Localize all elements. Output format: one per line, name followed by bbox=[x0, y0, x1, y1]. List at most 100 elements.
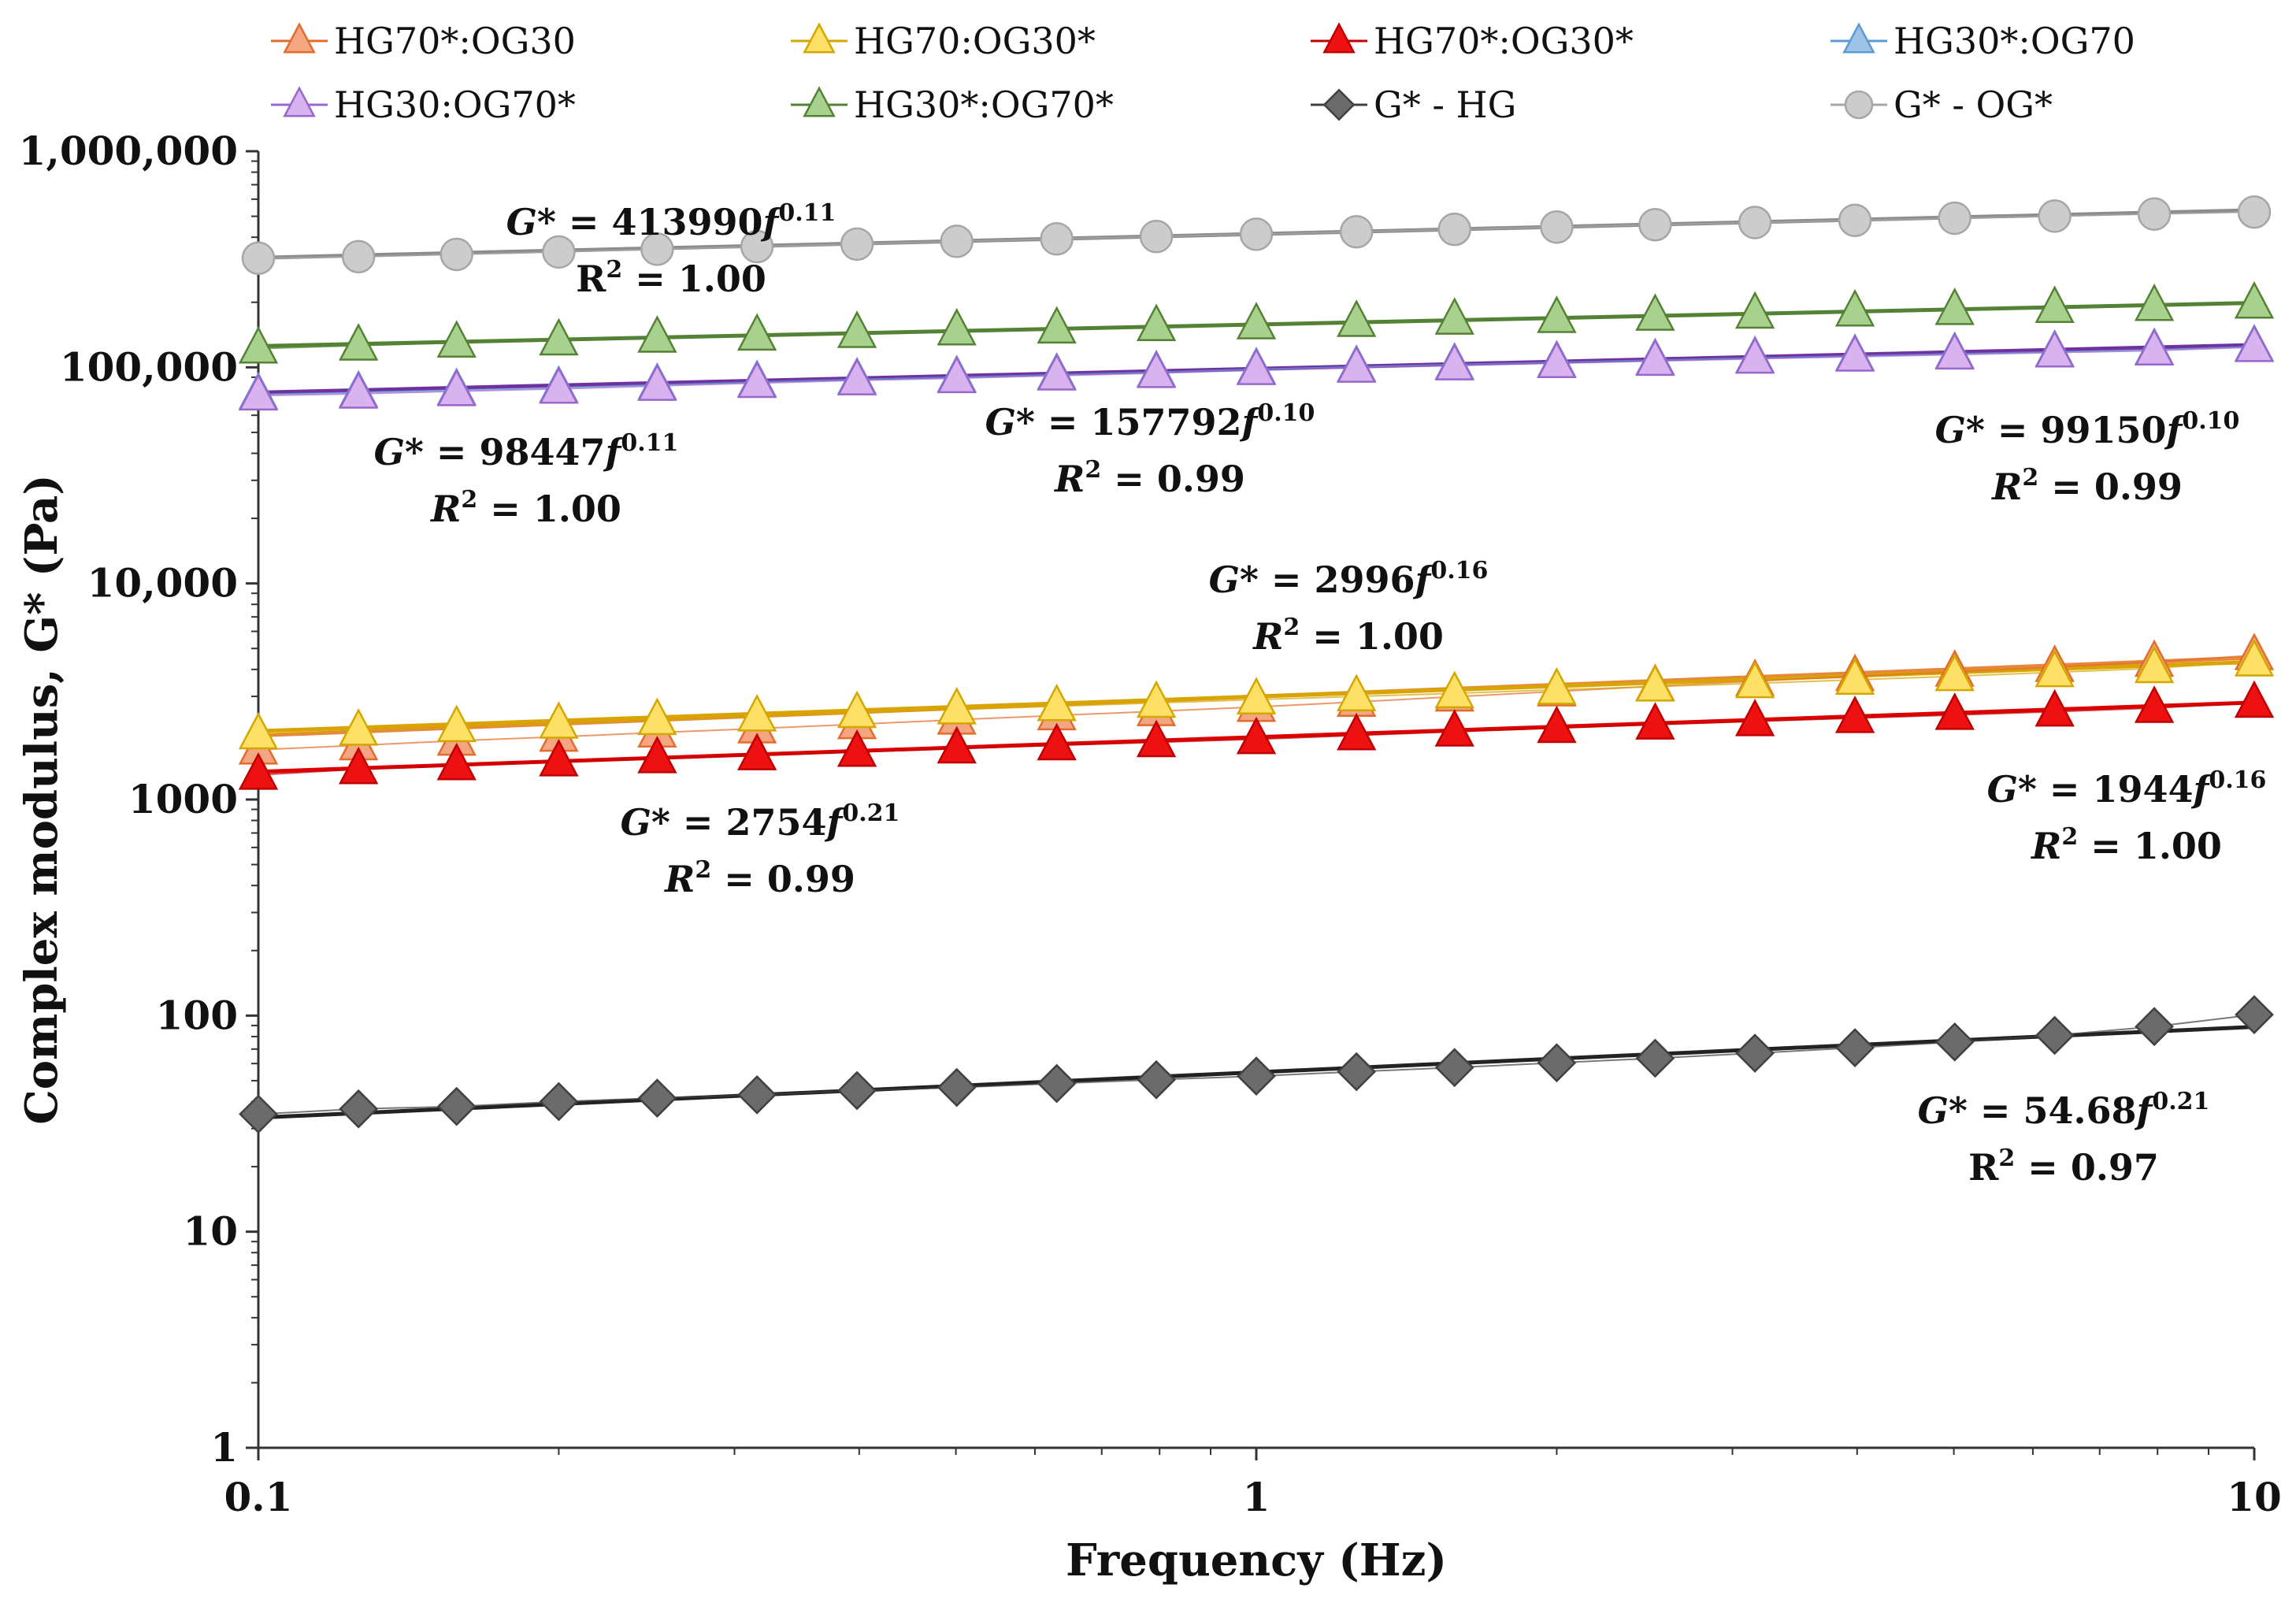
series-g-og bbox=[241, 195, 2272, 276]
r2-label: R bbox=[1990, 466, 2022, 508]
data-point bbox=[1236, 677, 1277, 715]
r2-text: R2 = 1.00 bbox=[1252, 614, 1444, 658]
data-point bbox=[937, 725, 977, 764]
data-point bbox=[1434, 670, 1474, 709]
data-point bbox=[238, 711, 279, 750]
data-point bbox=[637, 363, 677, 401]
r2-value: = 0.99 bbox=[1101, 458, 1245, 500]
data-point bbox=[2035, 1015, 2075, 1056]
data-point bbox=[338, 371, 379, 409]
data-point bbox=[1938, 201, 1971, 236]
eq-g: G* bbox=[1209, 558, 1259, 601]
legend-item: HG30*:OG70 bbox=[1830, 20, 2135, 62]
data-point bbox=[740, 229, 774, 264]
data-point bbox=[637, 1078, 677, 1118]
eq-g: G* bbox=[985, 401, 1035, 443]
r2-label: R bbox=[2030, 825, 2061, 867]
legend-marker bbox=[1322, 22, 1356, 54]
data-point bbox=[1040, 222, 1074, 256]
equation-text: G* = 99150f0.10 bbox=[1935, 407, 2240, 451]
data-point bbox=[940, 224, 974, 258]
data-point bbox=[1934, 692, 1975, 730]
eq-exp: 0.21 bbox=[2152, 1088, 2209, 1115]
equation-text: G* = 54.68f0.21 bbox=[1918, 1088, 2210, 1132]
eq-eq: = bbox=[1259, 558, 1315, 601]
data-point bbox=[1336, 345, 1377, 383]
data-point bbox=[637, 697, 677, 736]
data-point bbox=[2234, 280, 2275, 319]
eq-eq: = bbox=[424, 431, 480, 473]
data-point bbox=[2135, 1007, 2174, 1047]
data-point bbox=[836, 358, 877, 395]
data-point bbox=[1835, 1028, 1875, 1068]
eq-exp: 0.10 bbox=[1257, 399, 1315, 427]
eq-g: G* bbox=[1935, 409, 1985, 451]
data-point bbox=[539, 317, 579, 356]
data-point bbox=[736, 733, 777, 770]
r2-text: R2 = 0.99 bbox=[1053, 456, 1245, 500]
legend-label: G* - HG bbox=[1374, 83, 1516, 126]
data-point bbox=[1336, 673, 1377, 711]
r2-label: R bbox=[663, 858, 695, 900]
data-point bbox=[1437, 212, 1471, 247]
data-point bbox=[436, 704, 477, 743]
data-point bbox=[2237, 195, 2272, 229]
data-point bbox=[1237, 1056, 1276, 1096]
y-tick-label: 1000 bbox=[128, 776, 238, 822]
data-point bbox=[737, 1075, 777, 1115]
data-point bbox=[1037, 683, 1077, 722]
r2-value: = 1.00 bbox=[622, 258, 766, 300]
r2-value: = 0.97 bbox=[2015, 1146, 2159, 1189]
equation-text: G* = 98447f0.11 bbox=[374, 429, 679, 473]
fit-equation: G* = 54.68f0.21 R2 = 0.97 bbox=[1918, 1088, 2210, 1189]
eq-exp: 0.11 bbox=[621, 429, 678, 457]
data-point bbox=[338, 746, 379, 785]
data-point bbox=[542, 235, 576, 269]
data-point bbox=[1540, 210, 1574, 244]
data-point bbox=[436, 320, 477, 358]
r2-label: R bbox=[1968, 1146, 1999, 1189]
legend-label: G* - OG* bbox=[1894, 83, 2053, 126]
x-tick-label: 0.1 bbox=[224, 1474, 293, 1520]
data-point bbox=[1236, 347, 1277, 385]
series-hg70-og30 bbox=[238, 680, 2275, 790]
fit-equation: G* = 2754f0.21 R2 = 0.99 bbox=[621, 800, 900, 900]
data-point bbox=[1137, 1059, 1176, 1100]
eq-coef: 1944 bbox=[2093, 768, 2194, 811]
r2-sup: 2 bbox=[1283, 614, 1300, 641]
data-point bbox=[436, 1086, 477, 1126]
eq-g: G* bbox=[1987, 768, 2037, 811]
data-point bbox=[1337, 1052, 1377, 1092]
fit-equation: G* = 2996f0.16 R2 = 1.00 bbox=[1209, 557, 1489, 658]
eq-coef: 99150 bbox=[2041, 409, 2167, 451]
data-point bbox=[2235, 995, 2274, 1035]
data-point bbox=[241, 241, 276, 276]
eq-coef: 54.68 bbox=[2023, 1089, 2137, 1132]
data-point bbox=[2035, 329, 2075, 368]
data-point bbox=[736, 693, 777, 732]
legend-item: G* - OG* bbox=[1830, 83, 2053, 126]
r2-sup: 2 bbox=[461, 486, 477, 514]
data-point bbox=[637, 736, 677, 774]
data-point bbox=[1838, 203, 1872, 237]
data-point bbox=[1136, 350, 1177, 388]
data-point bbox=[1734, 660, 1775, 699]
data-point bbox=[736, 313, 777, 351]
data-point bbox=[1537, 295, 1577, 333]
data-point bbox=[1037, 1063, 1077, 1104]
legend-marker bbox=[803, 86, 836, 117]
eq-eq: = bbox=[556, 201, 612, 243]
data-point bbox=[1339, 214, 1374, 249]
fit-equation: G* = 98447f0.11 R2 = 1.00 bbox=[374, 429, 679, 530]
data-point bbox=[1037, 722, 1077, 761]
data-point bbox=[937, 355, 977, 394]
series-hg30-og70 bbox=[238, 324, 2275, 411]
r2-text: R2 = 1.00 bbox=[429, 486, 621, 530]
series-hg70-og30 bbox=[238, 639, 2275, 750]
legend-marker bbox=[803, 22, 836, 54]
data-point bbox=[1136, 680, 1177, 718]
data-point bbox=[1635, 1038, 1675, 1078]
data-point bbox=[238, 373, 279, 411]
data-point bbox=[2035, 285, 2075, 324]
data-point bbox=[2035, 649, 2075, 688]
